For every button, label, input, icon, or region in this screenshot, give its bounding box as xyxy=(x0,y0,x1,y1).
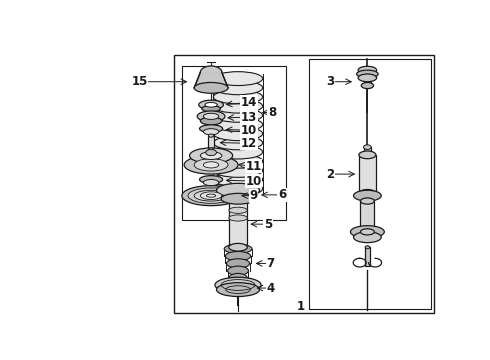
Ellipse shape xyxy=(199,176,222,183)
Ellipse shape xyxy=(213,90,263,104)
Ellipse shape xyxy=(229,195,247,203)
Ellipse shape xyxy=(203,129,219,135)
Ellipse shape xyxy=(203,180,219,186)
Ellipse shape xyxy=(213,99,263,113)
Ellipse shape xyxy=(213,182,263,196)
Polygon shape xyxy=(194,72,228,88)
Ellipse shape xyxy=(206,194,216,197)
Text: 10: 10 xyxy=(245,175,262,188)
Ellipse shape xyxy=(365,246,370,249)
Ellipse shape xyxy=(217,283,260,297)
Ellipse shape xyxy=(350,226,384,238)
Ellipse shape xyxy=(213,108,263,122)
Ellipse shape xyxy=(358,74,377,82)
Ellipse shape xyxy=(213,173,263,186)
Bar xyxy=(182,66,286,220)
Ellipse shape xyxy=(215,277,261,293)
Ellipse shape xyxy=(213,81,263,95)
Ellipse shape xyxy=(190,148,233,163)
Ellipse shape xyxy=(208,134,214,137)
Ellipse shape xyxy=(224,244,252,253)
Ellipse shape xyxy=(354,190,381,201)
Bar xyxy=(229,199,247,247)
Ellipse shape xyxy=(213,136,263,150)
Bar xyxy=(364,147,371,163)
Ellipse shape xyxy=(354,232,381,243)
Ellipse shape xyxy=(359,151,376,159)
Ellipse shape xyxy=(213,127,263,141)
Ellipse shape xyxy=(199,125,222,132)
Text: 9: 9 xyxy=(249,189,258,202)
Text: 5: 5 xyxy=(264,218,272,231)
Ellipse shape xyxy=(221,193,255,204)
Ellipse shape xyxy=(188,188,234,203)
Ellipse shape xyxy=(213,72,263,86)
Ellipse shape xyxy=(226,259,249,268)
Ellipse shape xyxy=(229,243,247,251)
Ellipse shape xyxy=(213,145,263,159)
Bar xyxy=(309,59,431,309)
Bar xyxy=(208,136,214,149)
Text: 15: 15 xyxy=(131,75,147,88)
Text: 13: 13 xyxy=(241,111,257,123)
Bar xyxy=(361,201,374,232)
Ellipse shape xyxy=(182,186,240,206)
Ellipse shape xyxy=(213,118,263,131)
Text: 10: 10 xyxy=(241,124,257,137)
Ellipse shape xyxy=(229,274,247,283)
Text: 4: 4 xyxy=(266,282,274,294)
Ellipse shape xyxy=(203,162,219,168)
Ellipse shape xyxy=(359,189,376,197)
Text: 14: 14 xyxy=(241,96,257,109)
Text: 1: 1 xyxy=(297,300,305,313)
Ellipse shape xyxy=(184,156,238,174)
Bar xyxy=(359,155,376,193)
Ellipse shape xyxy=(194,159,228,171)
Text: 6: 6 xyxy=(278,188,286,201)
Ellipse shape xyxy=(200,192,222,199)
Ellipse shape xyxy=(194,82,228,93)
Bar xyxy=(365,247,370,266)
Bar xyxy=(229,190,246,199)
Ellipse shape xyxy=(208,148,214,151)
Ellipse shape xyxy=(361,198,374,204)
Ellipse shape xyxy=(213,154,263,168)
Ellipse shape xyxy=(225,252,251,261)
Ellipse shape xyxy=(217,183,260,197)
Ellipse shape xyxy=(197,111,225,122)
Ellipse shape xyxy=(229,215,247,221)
Ellipse shape xyxy=(361,229,374,235)
Ellipse shape xyxy=(229,207,247,213)
Ellipse shape xyxy=(199,100,223,109)
Ellipse shape xyxy=(203,113,219,120)
Text: 2: 2 xyxy=(326,168,335,181)
Ellipse shape xyxy=(200,117,222,125)
Bar xyxy=(174,55,434,313)
Ellipse shape xyxy=(361,82,373,89)
Text: 7: 7 xyxy=(266,257,274,270)
Bar xyxy=(364,78,371,86)
Ellipse shape xyxy=(358,66,377,74)
Text: 12: 12 xyxy=(241,137,257,150)
Text: 8: 8 xyxy=(268,106,276,119)
Ellipse shape xyxy=(228,266,248,275)
Text: 3: 3 xyxy=(326,75,335,88)
Ellipse shape xyxy=(202,105,220,112)
Ellipse shape xyxy=(206,149,217,156)
Ellipse shape xyxy=(364,145,371,149)
Ellipse shape xyxy=(357,70,378,78)
Text: 11: 11 xyxy=(245,160,262,173)
Ellipse shape xyxy=(205,103,217,107)
Ellipse shape xyxy=(213,163,263,177)
Ellipse shape xyxy=(200,152,222,159)
Ellipse shape xyxy=(194,190,228,201)
